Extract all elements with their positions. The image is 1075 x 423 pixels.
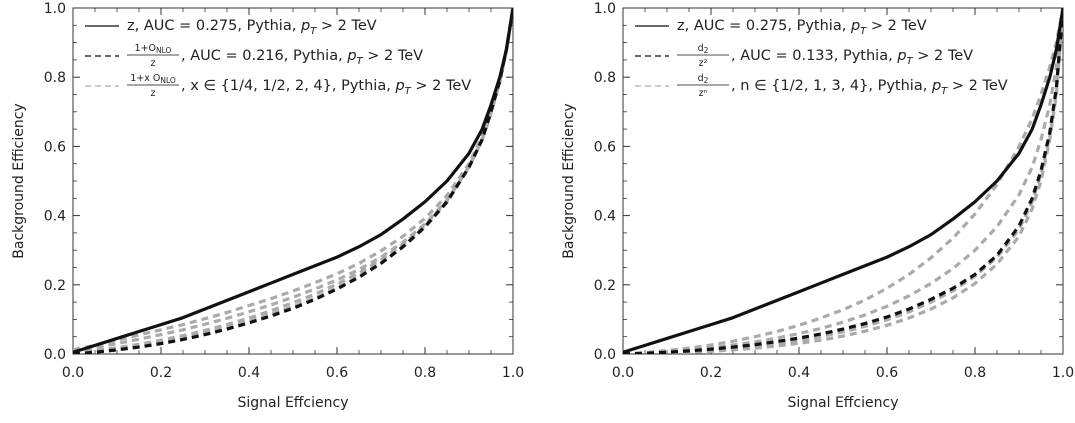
x-tick-label: 0.4: [788, 365, 810, 381]
y-tick-label: 0.0: [594, 347, 616, 363]
series-line-5: [73, 7, 513, 354]
legend-fraction-numerator: d2: [698, 73, 709, 85]
y-tick-label: 0.4: [44, 209, 66, 225]
y-tick-label: 0.4: [594, 209, 616, 225]
x-tick-label: 0.2: [150, 365, 172, 381]
x-tick-label: 1.0: [502, 365, 524, 381]
legend-fraction-denominator: zⁿ: [699, 88, 708, 99]
series-line-5: [623, 7, 1063, 354]
series-line-0: [73, 7, 513, 354]
x-tick-label: 0.0: [612, 365, 634, 381]
y-axis-label: Background Efficiency: [561, 103, 577, 258]
legend-fraction-denominator: z²: [699, 58, 708, 69]
legend-fraction-denominator: z: [151, 58, 156, 69]
legend-entry-2: , n ∈ {1/2, 1, 3, 4}, Pythia, pT > 2 TeV: [731, 78, 1008, 97]
legend-entry-0: z, AUC = 0.275, Pythia, pT > 2 TeV: [677, 18, 927, 37]
x-tick-label: 0.4: [238, 365, 260, 381]
x-tick-label: 1.0: [1052, 365, 1074, 381]
series-line-1: [73, 7, 513, 354]
y-tick-label: 1.0: [44, 1, 66, 17]
x-axis-label: Signal Effciency: [787, 395, 898, 411]
series-line-2: [623, 7, 1063, 354]
y-tick-label: 0.8: [594, 70, 616, 86]
y-tick-label: 0.8: [44, 70, 66, 86]
y-tick-label: 0.2: [44, 278, 66, 294]
y-tick-label: 0.6: [44, 139, 66, 155]
legend-fraction-numerator: 1+x ONLO: [130, 73, 176, 85]
legend-fraction-numerator: 1+ONLO: [135, 43, 172, 55]
legend-entry-0: z, AUC = 0.275, Pythia, pT > 2 TeV: [127, 18, 377, 37]
left-chart: 0.0 0.2 0.4 0.6 0.8 1.0 0.0 0.2 0.4 0.6 0.8 1.0 Sign…: [11, 1, 524, 411]
x-tick-label: 0.2: [700, 365, 722, 381]
x-tick-label: 0.6: [326, 365, 348, 381]
y-tick-label: 1.0: [594, 1, 616, 17]
x-tick-label: 0.8: [964, 365, 986, 381]
x-tick-label: 0.6: [876, 365, 898, 381]
y-tick-label: 0.2: [594, 278, 616, 294]
legend-entry-2: , x ∈ {1/4, 1/2, 2, 4}, Pythia, pT > 2 T…: [181, 78, 471, 97]
series-line-0: [623, 7, 1063, 354]
x-tick-label: 0.8: [414, 365, 436, 381]
y-tick-label: 0.6: [594, 139, 616, 155]
legend-fraction-numerator: d2: [698, 43, 709, 55]
legend-entry-1: , AUC = 0.133, Pythia, pT > 2 TeV: [731, 48, 973, 67]
series-line-4: [73, 7, 513, 354]
y-axis-label: Background Efficiency: [11, 103, 27, 258]
legend-entry-1: , AUC = 0.216, Pythia, pT > 2 TeV: [181, 48, 423, 67]
x-axis-label: Signal Effciency: [237, 395, 348, 411]
legend-fraction-denominator: z: [151, 88, 156, 99]
series-line-3: [73, 7, 513, 353]
series-line-1: [623, 7, 1063, 354]
right-chart: 0.0 0.2 0.4 0.6 0.8 1.0 0.0 0.2 0.4 0.6 0.8 1.0 Sign…: [561, 1, 1074, 411]
x-tick-label: 0.0: [62, 365, 84, 381]
y-tick-label: 0.0: [44, 347, 66, 363]
